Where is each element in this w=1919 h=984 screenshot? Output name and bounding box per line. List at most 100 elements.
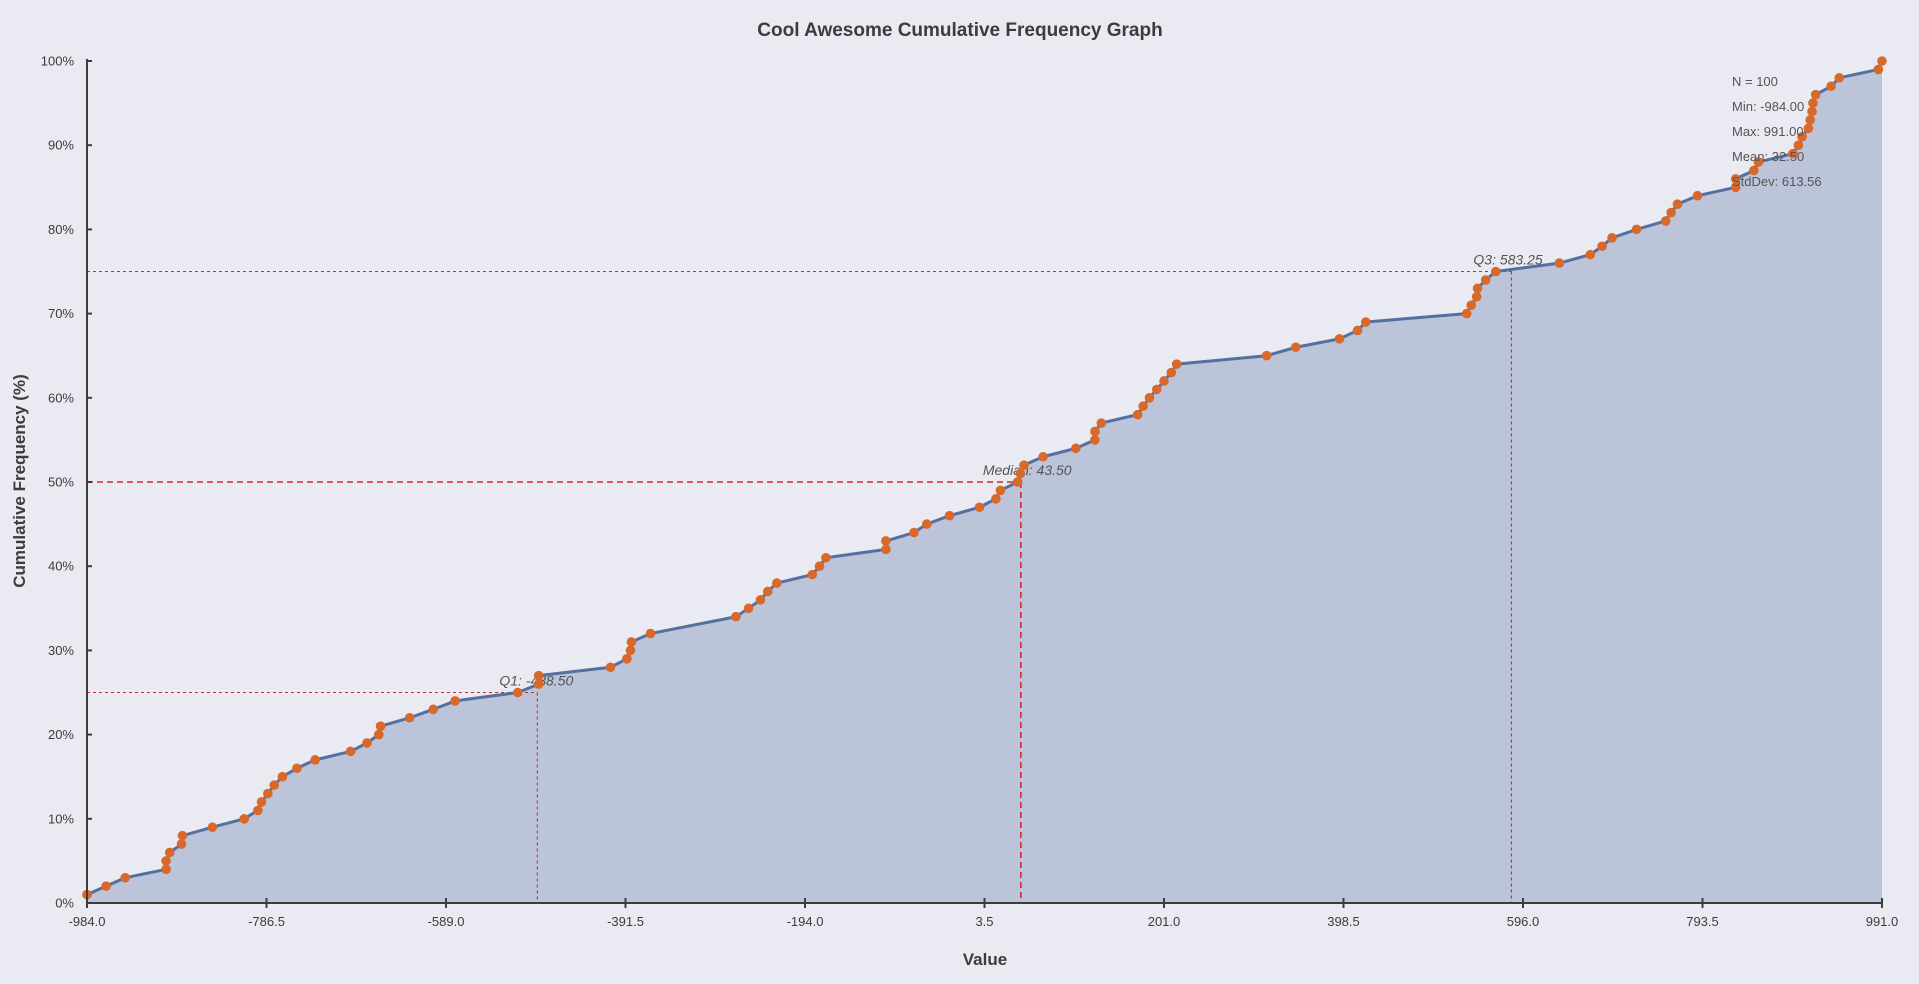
data-point	[1096, 418, 1107, 428]
data-point	[1788, 148, 1798, 159]
data-point	[1877, 56, 1887, 66]
data-point	[1585, 249, 1596, 260]
data-point	[1038, 451, 1048, 462]
data-point	[450, 696, 460, 706]
data-point	[161, 864, 171, 875]
x-tick-label: 991.0	[1866, 914, 1899, 929]
y-tick-label: 60%	[48, 390, 74, 405]
data-point	[1808, 98, 1818, 108]
data-point	[1466, 300, 1476, 310]
data-point	[373, 729, 384, 740]
stats-line: N = 100	[1732, 74, 1778, 89]
y-tick-label: 100%	[41, 54, 75, 69]
data-point	[921, 519, 932, 529]
data-point	[1749, 165, 1759, 176]
data-point	[1261, 350, 1272, 361]
data-point	[605, 662, 616, 673]
stats-line: Mean: 32.50	[1732, 149, 1804, 164]
y-axis-label: Cumulative Frequency (%)	[10, 374, 29, 588]
data-point	[743, 603, 754, 614]
data-point	[1019, 460, 1029, 470]
data-point	[533, 670, 544, 681]
chart-title: Cool Awesome Cumulative Frequency Graph	[757, 20, 1162, 41]
x-tick-label: -194.0	[787, 914, 824, 929]
data-point	[772, 578, 782, 588]
data-point	[1159, 376, 1169, 386]
data-point	[1803, 123, 1814, 134]
data-point	[1666, 207, 1676, 218]
data-point	[120, 872, 130, 883]
data-point	[310, 755, 320, 765]
y-tick-label: 30%	[48, 643, 74, 658]
data-point	[256, 797, 267, 807]
data-point	[995, 485, 1006, 496]
x-tick-label: 793.5	[1686, 914, 1719, 929]
x-axis-label: Value	[963, 950, 1007, 969]
data-point	[277, 771, 288, 782]
data-point	[1554, 258, 1565, 268]
data-point	[881, 544, 891, 555]
data-point	[909, 527, 919, 538]
x-tick-label: 398.5	[1327, 914, 1360, 929]
data-point	[513, 687, 523, 698]
x-tick-label: 201.0	[1148, 914, 1181, 929]
data-point	[1730, 182, 1741, 193]
data-point	[161, 856, 171, 866]
stats-line: Max: 991.00	[1732, 124, 1804, 139]
y-tick-label: 20%	[48, 727, 74, 742]
y-tick-label: 50%	[48, 475, 74, 490]
data-point	[1660, 216, 1671, 226]
data-point	[207, 822, 218, 833]
cumulative-area-fill	[87, 61, 1882, 903]
data-point	[814, 561, 825, 571]
data-point	[1730, 174, 1741, 184]
y-tick-label: 10%	[48, 811, 74, 826]
y-tick-label: 90%	[48, 138, 74, 153]
data-point	[1290, 342, 1301, 353]
data-point	[821, 552, 831, 563]
data-point	[1490, 266, 1501, 277]
data-point	[1015, 468, 1026, 479]
data-point	[1138, 401, 1148, 412]
data-point	[807, 569, 818, 580]
y-tick-label: 40%	[48, 559, 74, 574]
data-point	[253, 805, 263, 816]
x-tick-label: 596.0	[1507, 914, 1540, 929]
x-tick-label: -786.5	[248, 914, 285, 929]
x-tick-label: 3.5	[975, 914, 993, 929]
data-point	[176, 839, 187, 849]
data-point	[362, 738, 372, 748]
data-point	[1797, 131, 1807, 142]
data-point	[1090, 435, 1100, 445]
y-tick-label: 80%	[48, 222, 74, 237]
data-point	[625, 645, 636, 656]
y-tick-label: 0%	[55, 896, 74, 911]
data-point	[292, 763, 302, 774]
data-point	[1012, 477, 1023, 487]
data-point	[1793, 140, 1804, 150]
data-point	[239, 814, 250, 824]
data-point	[533, 679, 544, 689]
data-point	[1471, 291, 1482, 302]
data-point	[1480, 275, 1491, 285]
data-point	[1873, 64, 1884, 75]
data-point	[1090, 426, 1100, 437]
data-point	[1672, 199, 1683, 209]
data-point	[1461, 308, 1472, 319]
data-point	[1132, 409, 1143, 420]
quartile-label-1: Median: 43.50	[983, 462, 1072, 478]
data-point	[428, 704, 439, 715]
stats-line: Min: -984.00	[1732, 99, 1804, 114]
data-point	[1171, 359, 1182, 369]
quartile-label-2: Q3: 583.25	[1473, 252, 1542, 268]
data-point	[1071, 443, 1081, 454]
data-point	[1631, 224, 1642, 235]
data-point	[1166, 367, 1177, 378]
data-point	[1807, 106, 1817, 117]
data-point	[755, 595, 766, 605]
data-point	[1597, 241, 1607, 252]
data-point	[622, 654, 632, 664]
data-point	[731, 611, 741, 622]
data-point	[974, 502, 985, 513]
data-point	[269, 780, 280, 790]
